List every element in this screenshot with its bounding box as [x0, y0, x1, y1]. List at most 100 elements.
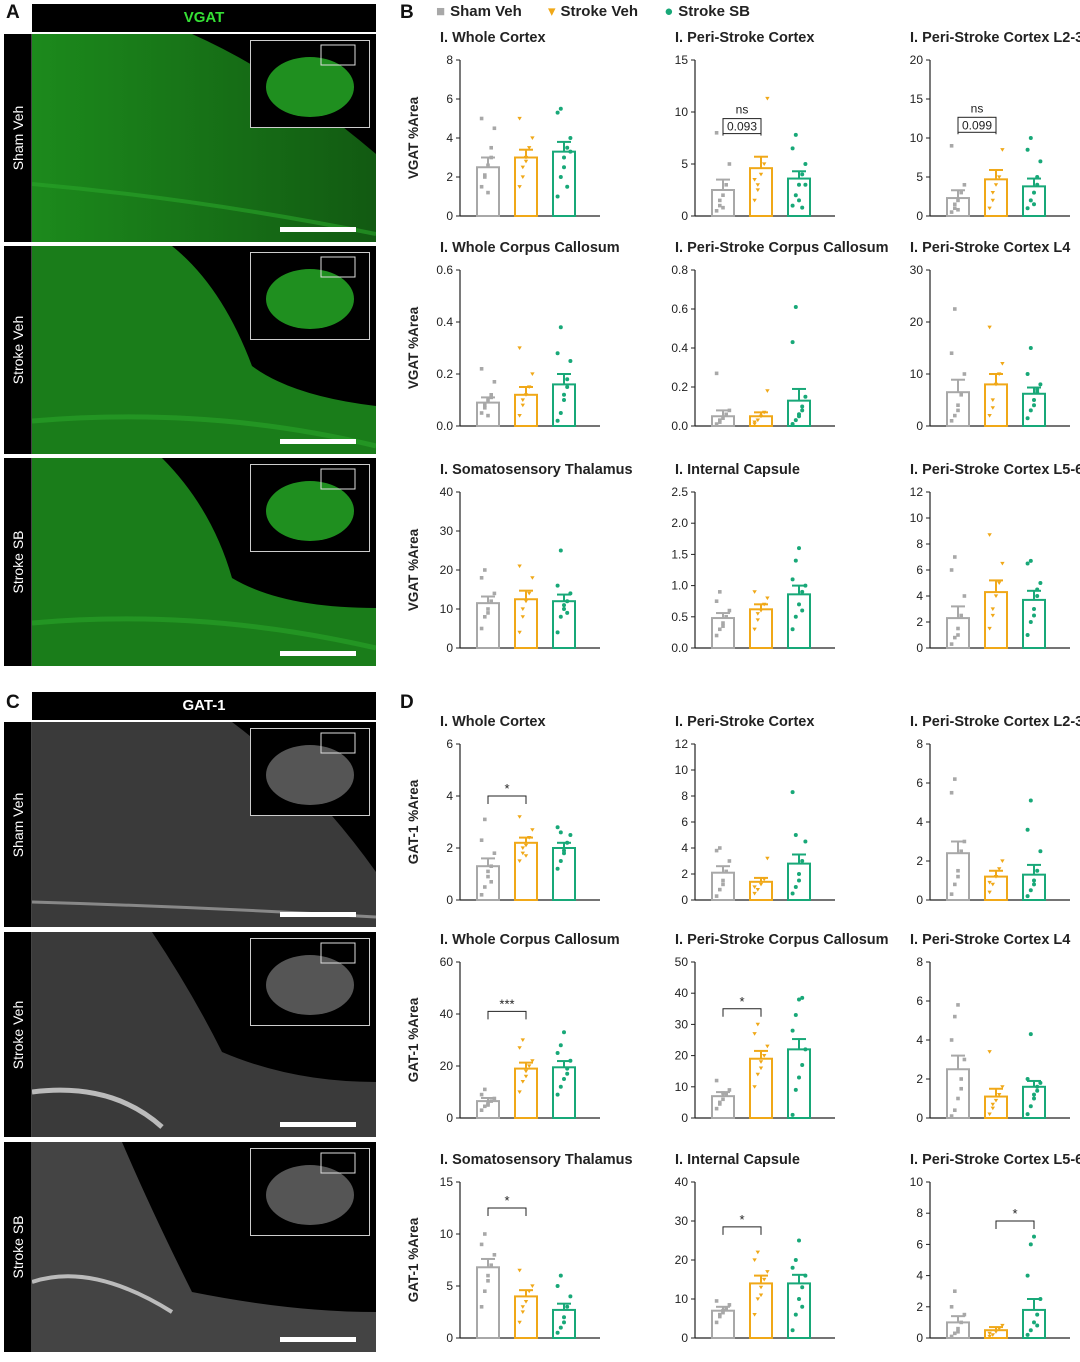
- data-point: [718, 1314, 722, 1319]
- y-tick-label: 6: [916, 563, 923, 577]
- data-point: [953, 882, 957, 887]
- data-point: [555, 825, 560, 830]
- data-point: [953, 202, 957, 207]
- data-point: [956, 403, 960, 407]
- data-point: [555, 110, 560, 115]
- data-point: [953, 555, 957, 559]
- data-point: [1035, 1323, 1040, 1328]
- data-point: [718, 203, 722, 208]
- data-point: [752, 885, 757, 889]
- bar-chart: I. Peri-Stroke Cortex L2-3 0 5 10 15 20 ns 0.09…: [910, 30, 1080, 223]
- y-tick-label: 10: [910, 131, 924, 145]
- data-point: [718, 420, 722, 424]
- bar-chart: I. Somatosensory Thalamus GAT-1 %Area 0 5 10…: [406, 1152, 633, 1345]
- y-tick-label: 6: [916, 994, 923, 1008]
- y-tick-label: 0: [681, 893, 688, 907]
- significance-bracket: [487, 1010, 527, 1020]
- data-point: [765, 596, 770, 601]
- triangle-marker-icon: ▾: [547, 3, 556, 20]
- data-point: [803, 1047, 808, 1052]
- bar-chart: I. Whole Corpus Callosum VGAT %Area 0.0 0.2…: [406, 240, 620, 433]
- bar-chart: I. Peri-Stroke Cortex L2-3 0 2 4 6 8: [910, 714, 1080, 907]
- data-point: [517, 346, 522, 350]
- y-tick-label: 2: [916, 1072, 923, 1086]
- data-point: [562, 392, 566, 397]
- data-point: [483, 175, 487, 179]
- data-point: [803, 1273, 808, 1278]
- data-point: [962, 372, 967, 376]
- data-point: [721, 621, 725, 625]
- data-point: [558, 411, 563, 415]
- data-point: [714, 848, 719, 853]
- data-point: [752, 1085, 757, 1089]
- bar: [787, 1048, 811, 1119]
- y-tick-label: 0.4: [671, 341, 688, 355]
- y-tick-label: 4: [916, 815, 923, 829]
- legend: ■ Sham Veh ▾ Stroke Veh ● Stroke SB: [436, 2, 772, 20]
- y-tick-label: 12: [675, 737, 689, 751]
- data-point: [727, 1303, 732, 1307]
- data-point: [953, 1331, 957, 1336]
- bar: [552, 600, 576, 649]
- data-point: [530, 576, 535, 580]
- data-point: [558, 1084, 563, 1089]
- data-point: [953, 1289, 957, 1293]
- data-point: [797, 546, 801, 551]
- data-point: [486, 1273, 490, 1278]
- data-point: [562, 603, 566, 608]
- data-point: [479, 1108, 484, 1112]
- data-point: [803, 182, 808, 187]
- data-point: [762, 1054, 767, 1058]
- data-point: [718, 846, 722, 850]
- row-label: Sham Veh: [4, 722, 32, 927]
- data-point: [555, 1284, 560, 1288]
- data-point: [800, 995, 805, 1000]
- brain-inset: [250, 464, 370, 552]
- data-point: [555, 194, 560, 199]
- data-point: [800, 1285, 805, 1290]
- data-point: [489, 1263, 493, 1267]
- data-point: [959, 849, 963, 854]
- data-point: [997, 175, 1002, 179]
- data-point: [1035, 1084, 1040, 1089]
- data-point: [790, 790, 795, 795]
- data-point: [486, 1279, 490, 1283]
- data-point: [953, 1014, 957, 1019]
- chart-title: I. Whole Cortex: [440, 30, 546, 46]
- data-point: [562, 398, 566, 402]
- p-value-label: 0.093: [727, 120, 757, 134]
- data-point: [793, 614, 798, 619]
- data-point: [565, 1071, 570, 1076]
- y-tick-label: 8: [446, 53, 453, 67]
- data-point: [562, 851, 566, 856]
- data-point: [517, 1320, 522, 1325]
- data-point: [527, 591, 532, 596]
- chart-title: I. Whole Corpus Callosum: [440, 240, 620, 256]
- data-point: [479, 1242, 484, 1247]
- data-point: [956, 1326, 960, 1331]
- data-point: [762, 1277, 767, 1282]
- data-point: [721, 193, 725, 197]
- data-point: [1028, 346, 1033, 350]
- data-point: [962, 1312, 967, 1317]
- data-point: [558, 1325, 563, 1330]
- data-point: [762, 410, 767, 415]
- bar-chart: I. Peri-Stroke Cortex L4 0 10 20 30: [910, 240, 1071, 433]
- micrograph-row-stroke-veh: Stroke Veh: [4, 932, 376, 1137]
- y-tick-label: 10: [675, 763, 689, 777]
- y-tick-label: 15: [910, 92, 924, 106]
- p-value-box: [957, 116, 997, 133]
- micrograph-row-stroke-veh: Stroke Veh: [4, 246, 376, 454]
- y-tick-label: 20: [910, 315, 924, 329]
- data-point: [1035, 594, 1040, 598]
- panel-letter-a: A: [6, 2, 20, 23]
- bar: [552, 1308, 576, 1339]
- row-label: Sham Veh: [4, 34, 32, 242]
- data-point: [997, 867, 1002, 871]
- data-point: [765, 389, 770, 393]
- data-point: [527, 836, 532, 840]
- data-point: [565, 599, 570, 604]
- data-point: [790, 146, 795, 151]
- data-point: [489, 145, 493, 150]
- row-label: Stroke SB: [4, 1142, 32, 1352]
